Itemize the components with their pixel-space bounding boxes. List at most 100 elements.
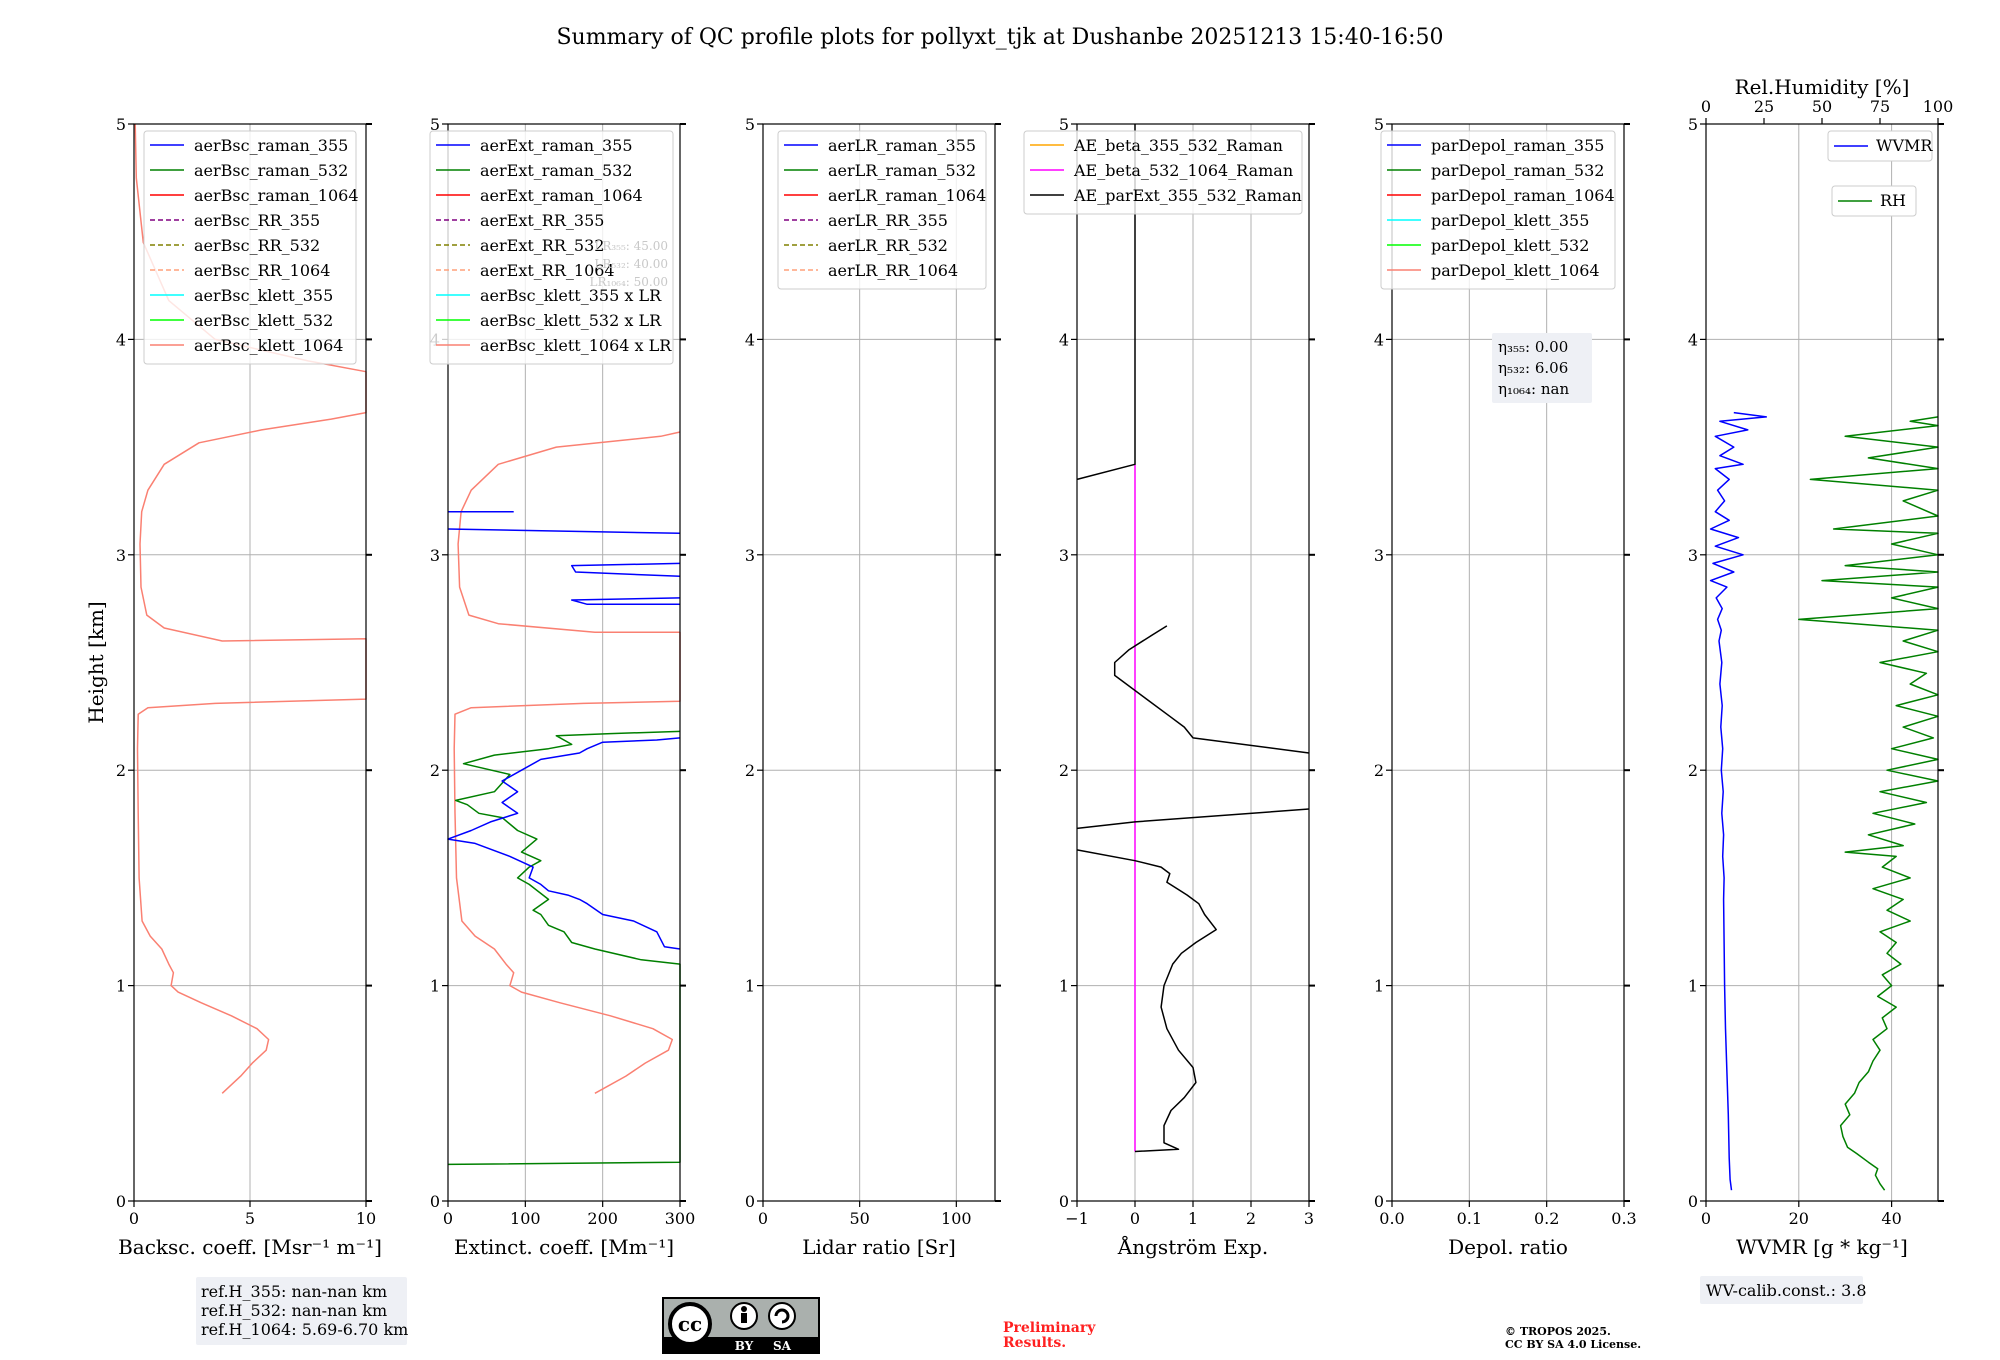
figure-title: Summary of QC profile plots for pollyxt_… [556,25,1443,50]
preliminary-note: Results. [1003,1335,1066,1351]
x-tick-label: 300 [665,1209,696,1228]
legend-label: parDepol_raman_532 [1431,161,1604,180]
eta-line: η₃₅₅: 0.00 [1498,338,1568,356]
legend-label: aerBsc_raman_1064 [194,186,359,205]
series-aerExt_raman_355 [447,528,681,535]
copyright-note: © TROPOS 2025. [1505,1325,1611,1338]
y-tick-label: 0 [116,1192,126,1211]
legend-label: aerBsc_klett_532 [194,311,333,330]
x-tick-label: 40 [1881,1209,1901,1228]
panel-ext: 0100200300012345Extinct. coeff. [Mm⁻¹]ae… [429,115,696,1259]
y-tick-label: 2 [1059,761,1069,780]
legend: AE_beta_355_532_Raman AE_beta_532_1064_Ra… [1023,130,1303,215]
x-tick-label: 0.1 [1457,1209,1482,1228]
y-tick-label: 2 [116,761,126,780]
legend-frame [1023,130,1303,215]
y-tick-label: 1 [745,977,755,996]
cc-icon [668,1302,712,1346]
legend: WVMR RH [1827,130,1933,217]
x-tick-label: 0.0 [1379,1209,1404,1228]
y-tick-label: 5 [430,115,440,134]
top-x-tick-label: 25 [1754,97,1774,116]
x-axis-label: Ångström Exp. [1117,1234,1268,1259]
y-tick-label: 4 [1374,330,1384,349]
sa-label: SA [773,1339,792,1353]
x-axis-label: Backsc. coeff. [Msr⁻¹ m⁻¹] [118,1235,382,1259]
legend-label: aerExt_RR_532 [480,236,604,255]
axes-frame [447,123,681,1202]
legend-label: parDepol_raman_355 [1431,136,1604,155]
y-tick-label: 4 [745,330,755,349]
series-AE_parExt_355_532_Raman [1076,808,1310,830]
legend: aerBsc_raman_355 aerBsc_raman_532 aerBsc_r… [143,130,359,365]
legend-frame [1831,185,1917,217]
by-label: BY [735,1339,754,1353]
legend-label: aerBsc_klett_532 x LR [480,311,662,330]
legend-frame [143,130,357,365]
cc-license-badge: cc BY SA [662,1297,820,1354]
legend-label: parDepol_klett_532 [1431,236,1589,255]
x-tick-label: 100 [510,1209,541,1228]
ref-height-line: ref.H_1064: 5.69-6.70 km [201,1320,408,1339]
y-tick-label: 5 [1059,115,1069,134]
eta-line: η₅₃₂: 6.06 [1498,359,1568,377]
y-tick-label: 5 [745,115,755,134]
y-tick-label: 1 [430,977,440,996]
legend-label: aerBsc_klett_1064 x LR [480,336,672,355]
series-aerBsc_klett_1064 x LR [453,431,681,1094]
y-tick-label: 1 [116,977,126,996]
y-tick-label: 1 [1688,977,1698,996]
preliminary-note: Preliminary [1003,1320,1096,1336]
x-tick-label: 0 [443,1209,453,1228]
axes-frame [1705,123,1939,1202]
top-x-tick-label: 0 [1701,97,1711,116]
y-tick-label: 1 [1374,977,1384,996]
y-tick-label: 0 [1059,1192,1069,1211]
y-tick-label: 3 [745,546,755,565]
x-tick-label: 2 [1246,1209,1256,1228]
x-tick-label: 1 [1188,1209,1198,1228]
legend-label: aerExt_RR_1064 [480,261,615,280]
wv-calib-text: WV-calib.const.: 3.8 [1706,1281,1867,1300]
legend-label: aerLR_RR_1064 [828,261,958,280]
lr-note: LR₁₀₆₄: 50.00 [590,275,668,289]
series-aerExt_raman_355 [570,562,681,578]
legend-label: AE_parExt_355_532_Raman [1073,186,1302,205]
top-x-axis-label: Rel.Humidity [%] [1735,75,1910,99]
x-tick-label: 0 [758,1209,768,1228]
legend-label: aerLR_raman_355 [828,136,976,155]
y-tick-label: 0 [1374,1192,1384,1211]
legend-label: aerBsc_raman_532 [194,161,348,180]
legend-label: WVMR [1876,136,1933,155]
x-tick-label: 20 [1789,1209,1809,1228]
series-aerExt_raman_532 [447,730,681,1166]
sa-share-icon [768,1302,796,1330]
y-tick-label: 5 [116,115,126,134]
y-tick-label: 0 [430,1192,440,1211]
x-tick-label: 0 [129,1209,139,1228]
y-tick-label: 3 [430,546,440,565]
legend-label: aerExt_RR_355 [480,211,604,230]
top-x-tick-label: 100 [1923,97,1954,116]
cc-label: cc [678,1312,702,1336]
series-WVMR [1709,411,1768,1191]
lr-note: LR₅₃₂: 40.00 [594,257,668,271]
panel-bsc: 0 5 10 0 1 2 3 4 5 Backsc. coeff. [Msr⁻¹ m⁻¹] Heig… [84,115,382,1259]
eta-box [1492,333,1592,403]
ref-height-line: ref.H_532: nan-nan km [201,1301,387,1320]
x-tick-label: −1 [1065,1209,1089,1228]
y-tick-label: 2 [430,761,440,780]
y-tick-label: 1 [1059,977,1069,996]
top-x-tick-label: 75 [1870,97,1890,116]
y-tick-label: 0 [1688,1192,1698,1211]
x-tick-label: 10 [356,1209,376,1228]
x-tick-label: 3 [1304,1209,1314,1228]
legend-label: aerBsc_klett_355 x LR [480,286,662,305]
axes-frame [762,123,996,1202]
legend-frame [777,130,987,290]
legend-label: aerExt_raman_1064 [480,186,643,205]
y-tick-label: 3 [1059,546,1069,565]
legend-label: aerBsc_RR_1064 [194,261,330,280]
